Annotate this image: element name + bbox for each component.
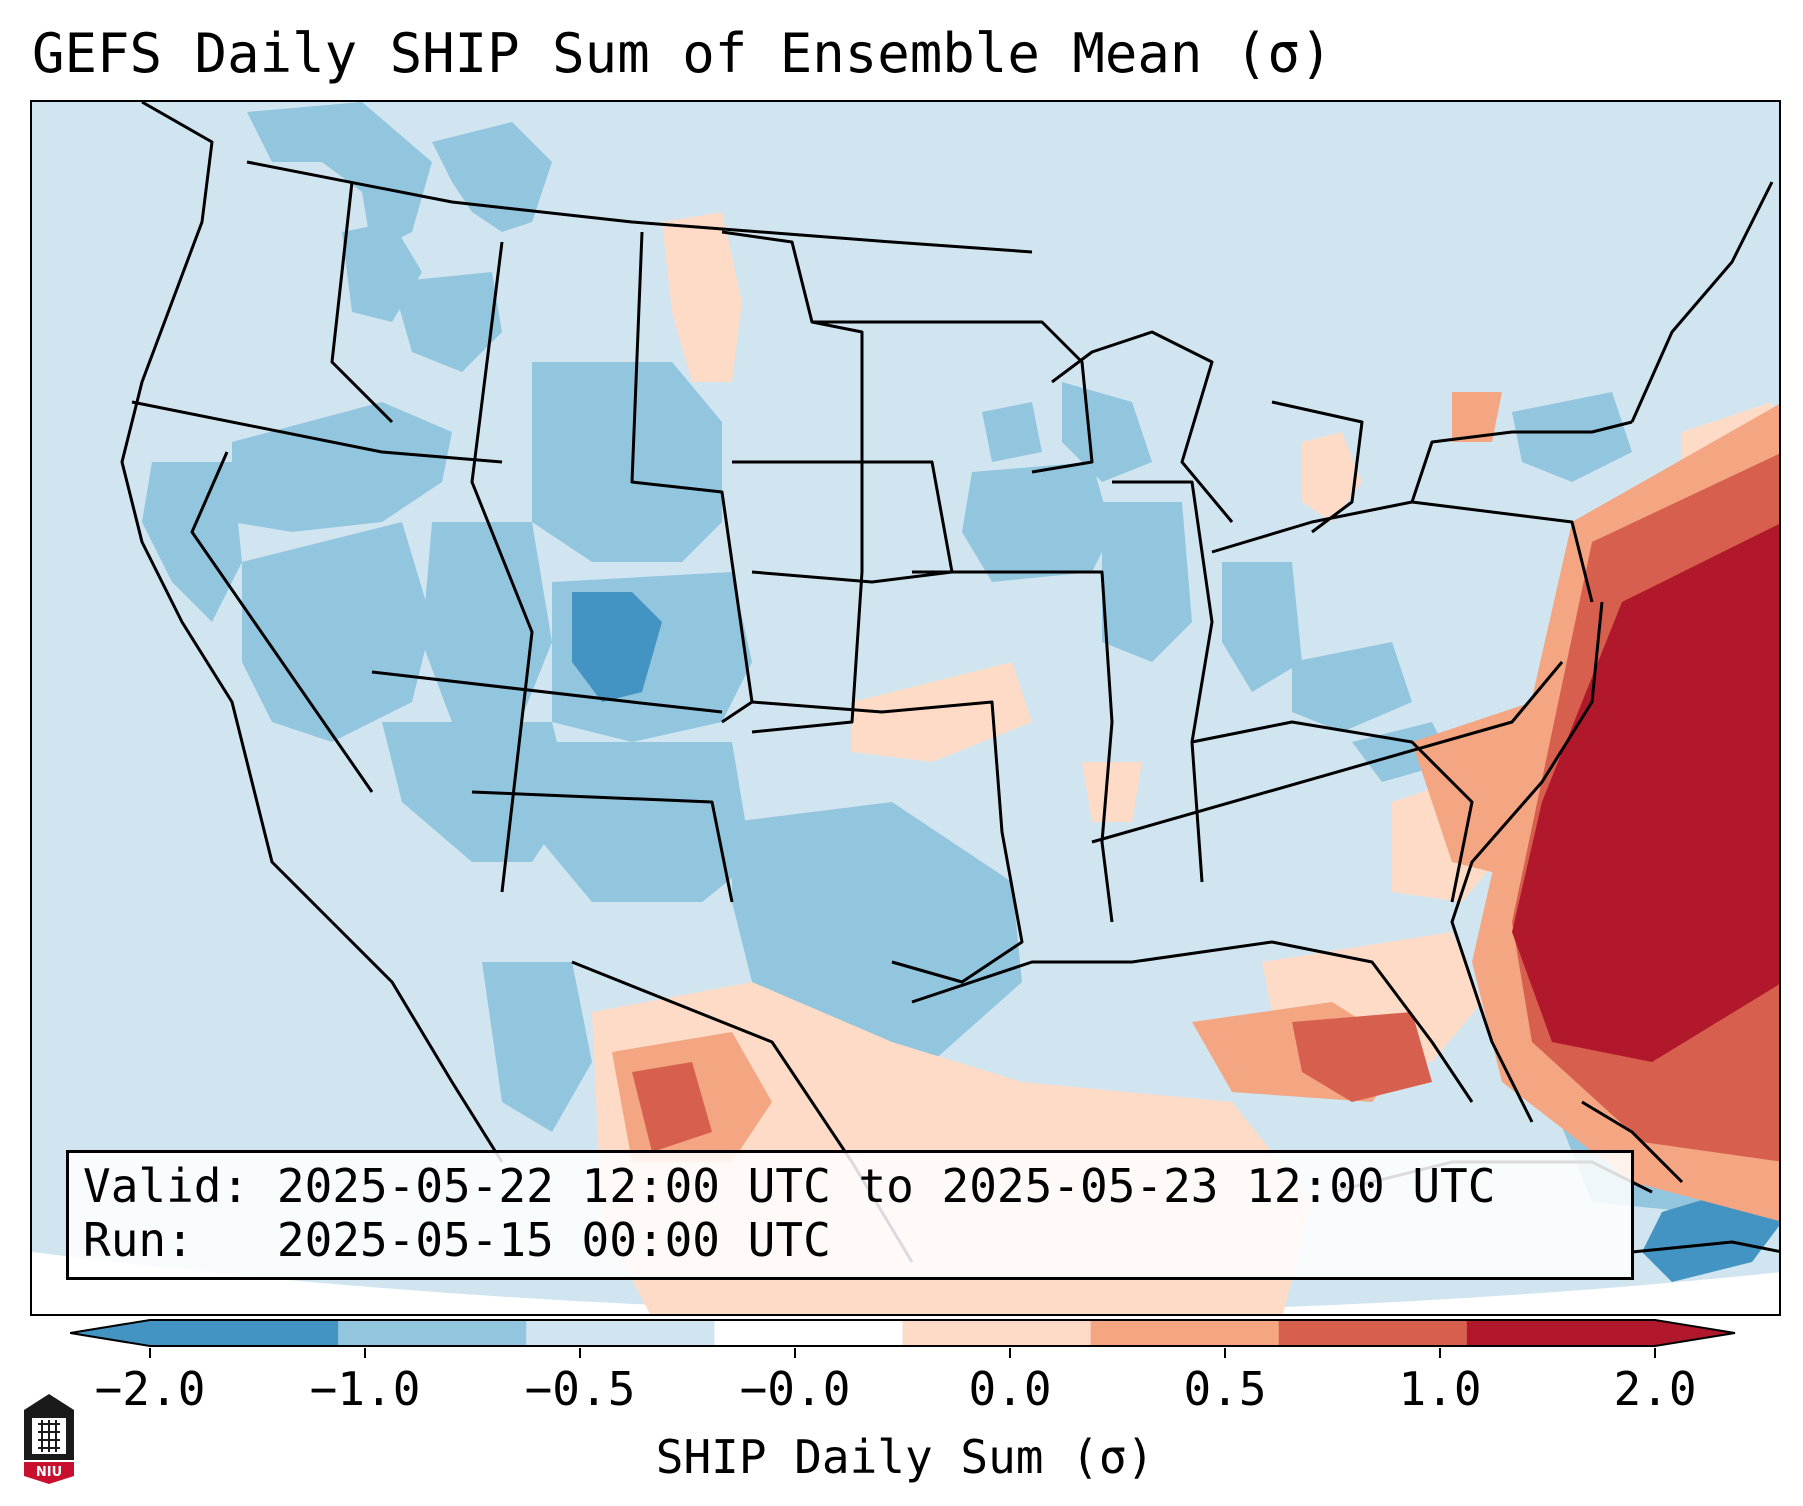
colorbar-segment [526, 1320, 715, 1346]
colorbar-tick-label: 1.0 [1398, 1362, 1482, 1416]
colorbar-tick-label: 0.0 [968, 1362, 1052, 1416]
lake-michigan-huron [1271, 400, 1364, 534]
pacific-coastline [120, 102, 334, 924]
region-arkansas [1082, 762, 1142, 822]
region-nw-coast [247, 102, 432, 252]
valid-run-info-box: Valid: 2025-05-22 12:00 UTC to 2025-05-2… [66, 1150, 1634, 1280]
colorbar-extend-high [1655, 1320, 1735, 1346]
region-mexico-core [632, 1062, 712, 1152]
region-atlantic-core [1512, 523, 1779, 1062]
colorbar-segment [338, 1320, 527, 1346]
or-border [131, 400, 503, 464]
region-kansas-s [852, 662, 1032, 762]
colorbar-tick-label: −0.0 [739, 1362, 851, 1416]
ut-az-border [371, 670, 723, 714]
region-lake-ontario [1452, 392, 1502, 442]
region-iowa [962, 462, 1112, 582]
extreme-positive-regions [1512, 523, 1779, 1062]
run-label: Run: [83, 1213, 194, 1267]
atlantic-coast [1450, 601, 1604, 1123]
colorbar-segments [70, 1320, 1735, 1346]
region-new-mexico [542, 742, 752, 902]
region-michigan-n [1302, 432, 1362, 522]
colorbar-segment [902, 1320, 1092, 1346]
colorbar-tick-label: −0.5 [524, 1362, 636, 1416]
new-england-coast [1630, 181, 1774, 423]
region-nor-cal [142, 462, 242, 622]
region-wyoming [532, 362, 722, 562]
region-ohio-valley [1222, 562, 1302, 692]
mn-border [812, 320, 1094, 474]
canada-border [246, 160, 1033, 254]
colorbar [69, 1318, 1740, 1348]
region-new-york [1512, 392, 1632, 482]
region-texas [732, 802, 1022, 1062]
colorbar-segment [1278, 1320, 1468, 1346]
region-wisconsin [1062, 382, 1152, 482]
projection-edge [32, 1252, 1779, 1314]
region-minnesota-s [982, 402, 1042, 462]
colorbar-segment [150, 1320, 339, 1346]
colorbar-tick-mark [1439, 1348, 1441, 1358]
run-line: Run: 2025-05-15 00:00 UTC [83, 1213, 1631, 1267]
colorbar-svg [69, 1319, 1736, 1347]
ca-nv-border [190, 451, 374, 793]
region-illinois [1102, 502, 1192, 662]
ship-field-map [32, 102, 1779, 1314]
region-montana-e [662, 212, 742, 382]
mo-ar-border [912, 570, 1114, 923]
gulf-coast [911, 940, 1474, 1103]
colorbar-tick-label: 2.0 [1613, 1362, 1697, 1416]
colorbar-outline [69, 1319, 1736, 1347]
great-lakes [1051, 330, 1234, 523]
ok-tx-border [751, 700, 1024, 984]
colorbar-tick-mark [364, 1348, 366, 1358]
logo-text: NIU [36, 1465, 62, 1480]
colorbar-tick-mark [1009, 1348, 1011, 1358]
al-ga-border [1191, 720, 1474, 903]
niu-logo-icon: NIU [24, 1394, 74, 1484]
region-kentucky [1292, 642, 1412, 732]
colorbar-tick-label: −1.0 [309, 1362, 421, 1416]
region-utah [422, 522, 552, 742]
colorbar-segment [714, 1320, 903, 1346]
valid-text: 2025-05-22 12:00 UTC to 2025-05-23 12:00… [276, 1159, 1496, 1213]
dakotas-border [721, 230, 864, 734]
region-florida-panhandle [1292, 1012, 1432, 1102]
region-nevada [242, 522, 432, 742]
map-panel [30, 100, 1781, 1316]
id-wy-ut-border [470, 241, 534, 893]
ny-border [1410, 420, 1633, 503]
colorbar-label: SHIP Daily Sum (σ) [655, 1430, 1155, 1484]
az-nm-border [471, 790, 734, 903]
colorbar-tick-mark [1654, 1348, 1656, 1358]
valid-label: Valid: [83, 1159, 250, 1213]
il-ky-border [1112, 480, 1214, 883]
colorbar-segment [1466, 1320, 1656, 1346]
region-idaho [392, 272, 502, 372]
bahamas-outline [1581, 1100, 1684, 1184]
wy-co-border [630, 231, 754, 724]
valid-line: Valid: 2025-05-22 12:00 UTC to 2025-05-2… [83, 1159, 1631, 1213]
region-colorado-core [572, 592, 662, 702]
colorbar-tick-label: −2.0 [94, 1362, 206, 1416]
region-montana-w [432, 122, 552, 232]
colorbar-tick-mark [794, 1348, 796, 1358]
region-mexico-nw [482, 962, 592, 1132]
run-text: 2025-05-15 00:00 UTC [276, 1213, 831, 1267]
wa-id-border [330, 181, 394, 424]
colorbar-tick-mark [1224, 1348, 1226, 1358]
baja-coast [330, 920, 504, 1163]
colorbar-tick-mark [579, 1348, 581, 1358]
colorbar-extend-low [70, 1320, 150, 1346]
hispaniola-outline [1631, 1240, 1779, 1254]
colorbar-tick-mark [149, 1348, 151, 1358]
tn-nc-border [1091, 661, 1564, 844]
colorbar-segment [1090, 1320, 1280, 1346]
colorbar-tick-label: 0.5 [1183, 1362, 1267, 1416]
chart-title: GEFS Daily SHIP Sum of Ensemble Mean (σ) [32, 22, 1333, 85]
